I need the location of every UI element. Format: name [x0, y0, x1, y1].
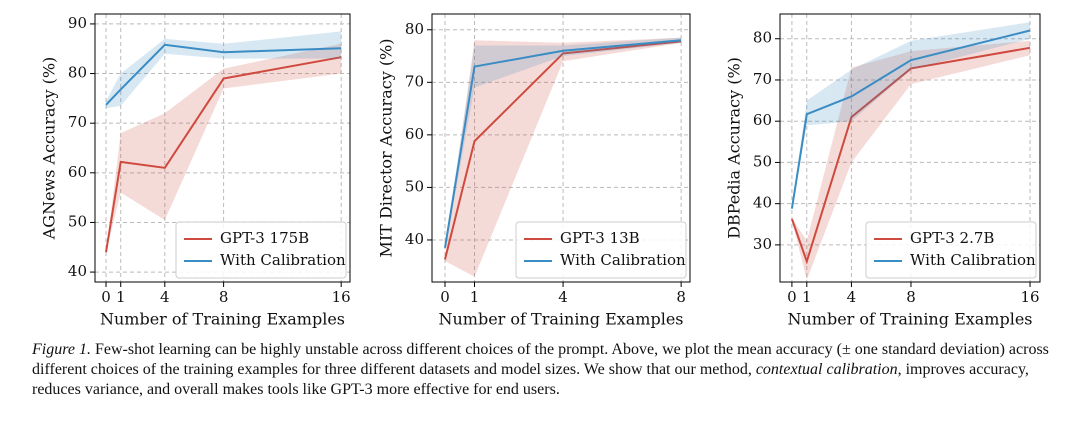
x-tick-label: 8	[219, 288, 229, 306]
line	[444, 40, 682, 260]
x-tick-label: 1	[116, 288, 126, 306]
line	[790, 29, 1031, 209]
legend-box	[175, 221, 347, 279]
y-tick-label: 40	[68, 262, 87, 280]
legend-box	[515, 221, 687, 279]
y-tick-label: 50	[753, 152, 772, 170]
x-axis-label: Number of Training Examples	[787, 310, 1032, 329]
x-tick-label: 8	[676, 288, 686, 306]
y-tick-label: 40	[753, 194, 772, 212]
y-axis-label: DBPedia Accuracy (%)	[725, 57, 744, 239]
legend-label: GPT-3 2.7B	[910, 229, 994, 247]
y-tick-label: 70	[68, 113, 87, 131]
x-tick-label: 4	[847, 288, 857, 306]
x-tick-label: 4	[558, 288, 568, 306]
y-tick-label: 80	[68, 64, 87, 82]
line	[105, 56, 342, 253]
x-tick-label: 8	[906, 288, 916, 306]
legend-label: GPT-3 175B	[220, 229, 309, 247]
std-band	[791, 40, 1031, 280]
caption: Figure 1. Few-shot learning can be highl…	[32, 340, 1062, 400]
y-tick-label: 60	[753, 111, 772, 129]
x-tick-label: 1	[802, 288, 812, 306]
y-tick-label: 70	[405, 72, 424, 90]
x-axis-label: Number of Training Examples	[438, 310, 683, 329]
legend-box	[865, 221, 1037, 279]
y-tick-label: 60	[405, 125, 424, 143]
caption-emphasis: contextual calibration	[755, 361, 898, 378]
x-tick-label: 16	[332, 288, 351, 306]
y-tick-label: 40	[405, 230, 424, 248]
x-axis-label: Number of Training Examples	[100, 310, 345, 329]
axes-frame	[94, 13, 351, 283]
x-tick-label: 16	[1020, 288, 1039, 306]
legend-label: GPT-3 13B	[560, 229, 640, 247]
legend-label: With Calibration	[910, 251, 1036, 269]
caption-text: , improves accuracy, reduces variance, a…	[32, 361, 1029, 398]
x-tick-label: 0	[787, 288, 797, 306]
y-tick-label: 80	[405, 20, 424, 38]
y-tick-label: 50	[68, 212, 87, 230]
legend-label: With Calibration	[220, 251, 346, 269]
std-band	[444, 37, 682, 277]
y-axis-label: AGNews Accuracy (%)	[40, 57, 59, 241]
caption-label: Figure 1.	[32, 341, 91, 358]
y-tick-label: 90	[68, 14, 87, 32]
x-tick-label: 0	[440, 288, 450, 306]
y-tick-label: 70	[753, 70, 772, 88]
line	[105, 43, 342, 106]
x-tick-label: 1	[470, 288, 480, 306]
caption-text: Few-shot learning can be highly unstable…	[32, 341, 1049, 378]
y-tick-label: 50	[405, 177, 424, 195]
axes-frame	[779, 13, 1041, 283]
x-tick-label: 0	[101, 288, 111, 306]
y-tick-label: 30	[753, 235, 772, 253]
axes-frame	[431, 13, 691, 283]
y-tick-label: 60	[68, 163, 87, 181]
y-tick-label: 80	[753, 29, 772, 47]
line	[790, 46, 1031, 265]
x-tick-label: 4	[160, 288, 170, 306]
legend-label: With Calibration	[560, 251, 686, 269]
std-band	[106, 43, 342, 253]
y-axis-label: MIT Director Accuracy (%)	[377, 38, 396, 257]
line	[444, 39, 682, 249]
